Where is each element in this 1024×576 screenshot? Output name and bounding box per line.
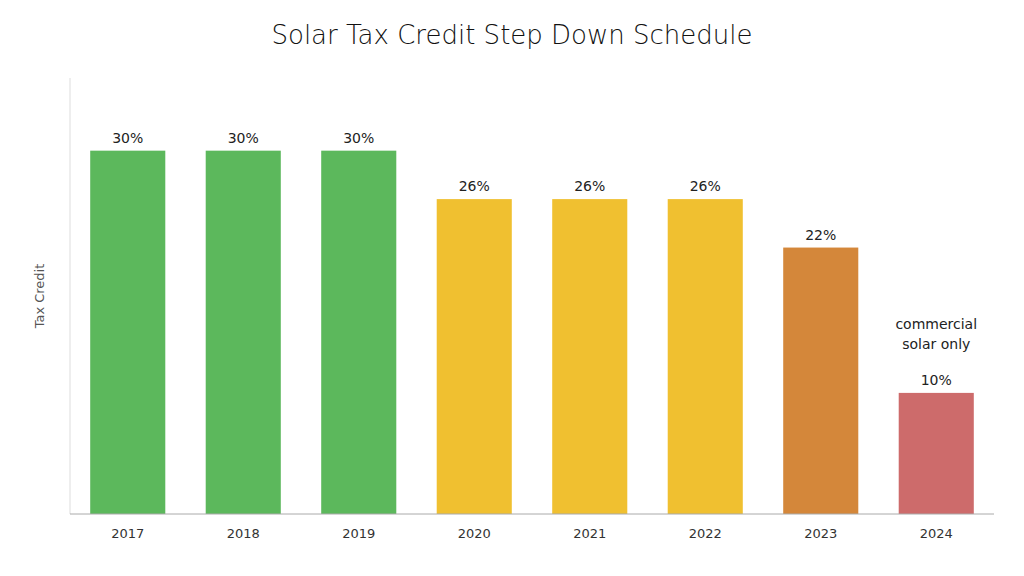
- bar: [552, 199, 627, 514]
- bar: [899, 393, 974, 514]
- data-label: 30%: [228, 130, 259, 146]
- y-axis-label: Tax Credit: [32, 264, 47, 330]
- x-tick-label: 2024: [920, 526, 953, 541]
- bar: [437, 199, 512, 514]
- data-label: 10%: [921, 372, 952, 388]
- x-tick-label: 2019: [342, 526, 375, 541]
- x-tick-label: 2021: [573, 526, 606, 541]
- annotation: commercial: [895, 316, 977, 332]
- bar: [321, 151, 396, 514]
- annotation: solar only: [902, 336, 970, 352]
- bars: [90, 151, 974, 514]
- x-tick-label: 2022: [689, 526, 722, 541]
- x-tick-label: 2020: [458, 526, 491, 541]
- data-label: 22%: [805, 227, 836, 243]
- bar: [206, 151, 281, 514]
- bar: [668, 199, 743, 514]
- chart: Solar Tax Credit Step Down Schedule Tax C…: [0, 0, 1024, 576]
- data-label: 26%: [574, 178, 605, 194]
- data-label: 26%: [690, 178, 721, 194]
- x-tick-label: 2018: [227, 526, 260, 541]
- chart-container: Solar Tax Credit Step Down Schedule Tax C…: [0, 0, 1024, 576]
- title: Solar Tax Credit Step Down Schedule: [271, 20, 752, 50]
- x-axis-line: [70, 514, 994, 515]
- bar: [783, 248, 858, 514]
- y-axis-line: [70, 78, 71, 514]
- x-tick-label: 2023: [804, 526, 837, 541]
- bar: [90, 151, 165, 514]
- data-label: 30%: [112, 130, 143, 146]
- data-label: 30%: [343, 130, 374, 146]
- x-tick-label: 2017: [111, 526, 144, 541]
- data-label: 26%: [459, 178, 490, 194]
